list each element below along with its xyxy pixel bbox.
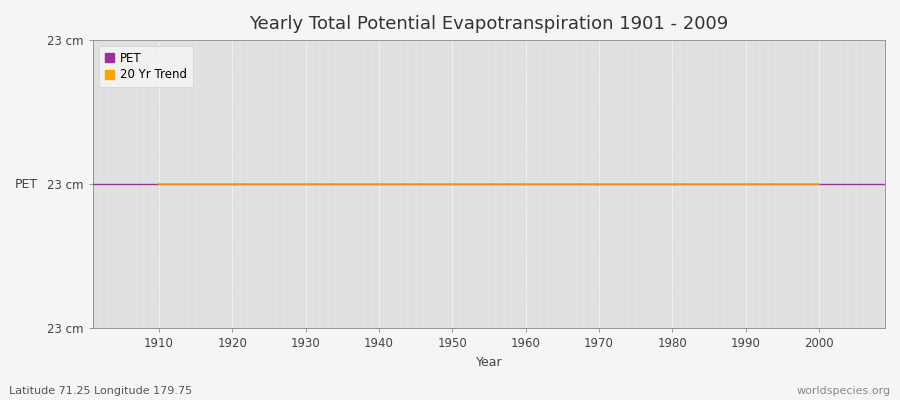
Y-axis label: PET: PET [15, 178, 38, 191]
Legend: PET, 20 Yr Trend: PET, 20 Yr Trend [99, 46, 193, 87]
Text: worldspecies.org: worldspecies.org [796, 386, 891, 396]
X-axis label: Year: Year [475, 356, 502, 369]
Title: Yearly Total Potential Evapotranspiration 1901 - 2009: Yearly Total Potential Evapotranspiratio… [249, 15, 729, 33]
Text: Latitude 71.25 Longitude 179.75: Latitude 71.25 Longitude 179.75 [9, 386, 192, 396]
